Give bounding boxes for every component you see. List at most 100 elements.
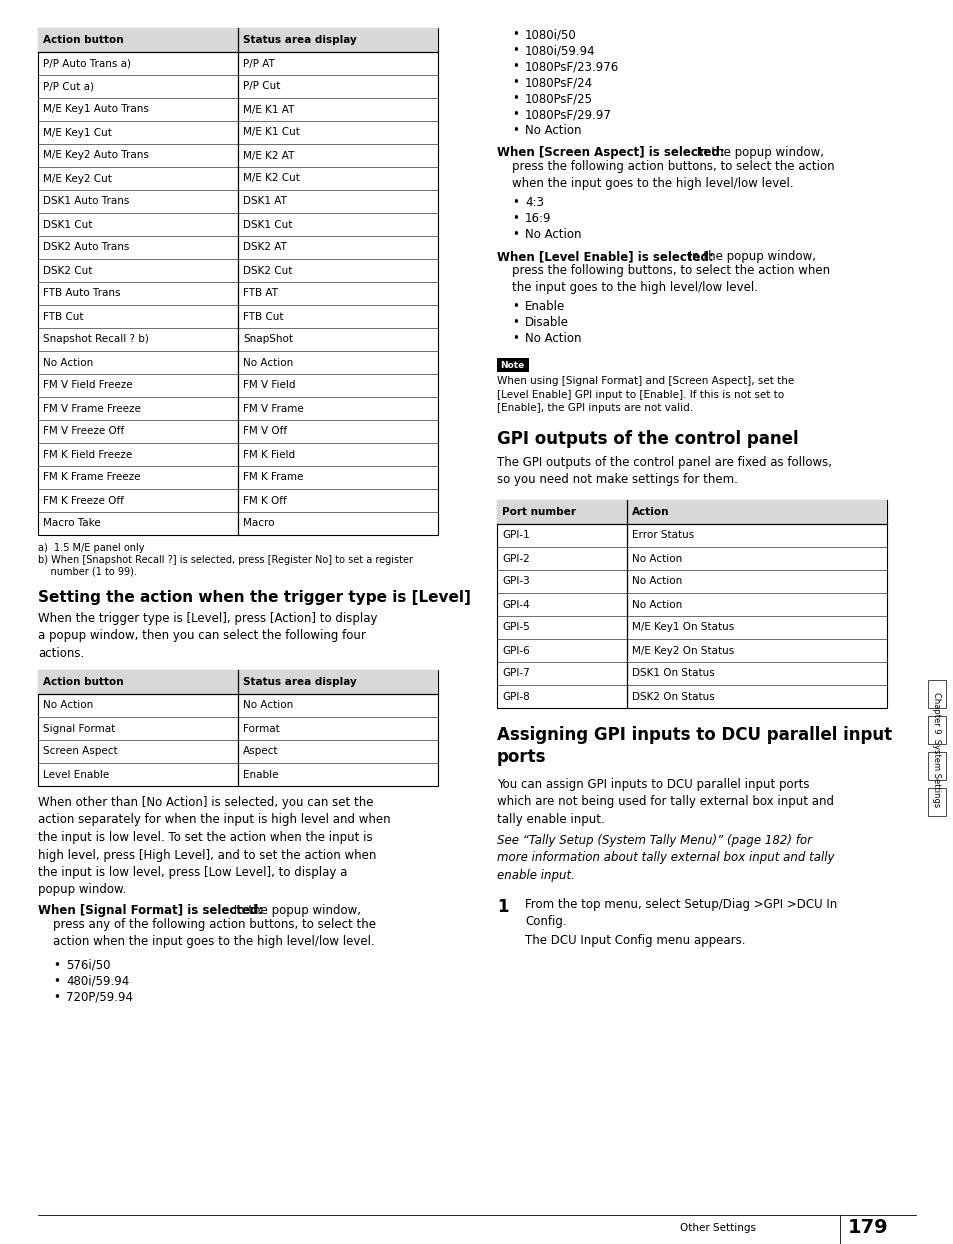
Text: When using [Signal Format] and [Screen Aspect], set the
[Level Enable] GPI input: When using [Signal Format] and [Screen A…: [497, 376, 794, 413]
Text: •: •: [512, 211, 518, 225]
Text: When [Signal Format] is selected:: When [Signal Format] is selected:: [38, 904, 263, 917]
Text: 1: 1: [497, 898, 508, 916]
Text: Action button: Action button: [43, 35, 124, 45]
Text: In the popup window,: In the popup window,: [684, 250, 815, 262]
Text: 179: 179: [847, 1218, 887, 1237]
Text: DSK2 Auto Trans: DSK2 Auto Trans: [43, 243, 130, 253]
Bar: [497, 500, 886, 524]
Text: Note: Note: [499, 361, 524, 369]
Text: press the following action buttons, to select the action
    when the input goes: press the following action buttons, to s…: [497, 160, 834, 190]
Text: FM V Freeze Off: FM V Freeze Off: [43, 427, 124, 437]
Text: No Action: No Action: [631, 554, 681, 564]
Text: The DCU Input Config menu appears.: The DCU Input Config menu appears.: [524, 934, 744, 947]
Text: You can assign GPI inputs to DCU parallel input ports
which are not being used f: You can assign GPI inputs to DCU paralle…: [497, 778, 833, 826]
Bar: [927, 787, 945, 816]
Text: FM V Field: FM V Field: [243, 381, 295, 391]
Text: •: •: [53, 975, 60, 988]
Text: FM K Freeze Off: FM K Freeze Off: [43, 495, 124, 505]
Bar: [38, 29, 437, 52]
Text: GPI-2: GPI-2: [501, 554, 529, 564]
Text: M/E Key1 Cut: M/E Key1 Cut: [43, 127, 112, 138]
Text: No Action: No Action: [243, 700, 293, 710]
Text: FTB Cut: FTB Cut: [43, 311, 84, 321]
Text: DSK2 On Status: DSK2 On Status: [631, 692, 714, 702]
Text: 16:9: 16:9: [524, 211, 551, 225]
Text: P/P Cut: P/P Cut: [243, 82, 280, 92]
Text: GPI-6: GPI-6: [501, 646, 529, 656]
Text: GPI-4: GPI-4: [501, 600, 529, 610]
Text: Aspect: Aspect: [243, 746, 278, 756]
Text: When other than [No Action] is selected, you can set the
action separately for w: When other than [No Action] is selected,…: [38, 796, 390, 897]
Text: In the popup window,: In the popup window,: [692, 146, 823, 159]
Text: •: •: [512, 332, 518, 345]
Text: No Action: No Action: [43, 700, 93, 710]
Text: P/P Cut a): P/P Cut a): [43, 82, 94, 92]
Text: a)  1.5 M/E panel only: a) 1.5 M/E panel only: [38, 542, 144, 554]
Text: No Action: No Action: [43, 357, 93, 367]
Text: FM V Field Freeze: FM V Field Freeze: [43, 381, 132, 391]
Bar: [927, 717, 945, 744]
Text: In the popup window,: In the popup window,: [230, 904, 360, 917]
Text: 1080i/50: 1080i/50: [524, 29, 577, 41]
Text: No Action: No Action: [524, 332, 581, 345]
Text: See “Tally Setup (System Tally Menu)” (page 182) for
more information about tall: See “Tally Setup (System Tally Menu)” (p…: [497, 833, 834, 882]
Text: Macro: Macro: [243, 519, 274, 529]
Text: M/E K1 AT: M/E K1 AT: [243, 104, 294, 114]
Text: •: •: [512, 92, 518, 104]
Text: GPI-7: GPI-7: [501, 668, 529, 678]
Text: •: •: [512, 44, 518, 57]
Text: Status area display: Status area display: [243, 677, 356, 687]
Text: FTB Cut: FTB Cut: [243, 311, 283, 321]
Bar: [927, 753, 945, 780]
Text: 4:3: 4:3: [524, 197, 543, 209]
Text: No Action: No Action: [524, 228, 581, 241]
Text: DSK1 Cut: DSK1 Cut: [43, 219, 92, 229]
Text: Port number: Port number: [501, 508, 576, 518]
Text: FM V Off: FM V Off: [243, 427, 287, 437]
Text: •: •: [512, 300, 518, 313]
Bar: [497, 358, 529, 372]
Text: SnapShot: SnapShot: [243, 335, 293, 345]
Bar: [38, 29, 437, 535]
Text: DSK2 Cut: DSK2 Cut: [43, 265, 92, 275]
Text: Action: Action: [631, 508, 669, 518]
Text: GPI-1: GPI-1: [501, 530, 529, 540]
Text: GPI outputs of the control panel: GPI outputs of the control panel: [497, 430, 798, 448]
Text: M/E K1 Cut: M/E K1 Cut: [243, 127, 299, 138]
Text: GPI-8: GPI-8: [501, 692, 529, 702]
Text: From the top menu, select Setup/Diag >GPI >DCU In
Config.: From the top menu, select Setup/Diag >GP…: [524, 898, 837, 928]
Text: 1080PsF/23.976: 1080PsF/23.976: [524, 60, 618, 73]
Text: 720P/59.94: 720P/59.94: [66, 991, 132, 1004]
Text: Enable: Enable: [243, 770, 278, 780]
Text: M/E Key2 On Status: M/E Key2 On Status: [631, 646, 734, 656]
Text: Assigning GPI inputs to DCU parallel input
ports: Assigning GPI inputs to DCU parallel inp…: [497, 726, 891, 766]
Text: 576i/50: 576i/50: [66, 959, 111, 972]
Text: FM K Frame: FM K Frame: [243, 473, 303, 483]
Bar: [38, 671, 437, 786]
Text: GPI-3: GPI-3: [501, 576, 529, 586]
Text: Other Settings: Other Settings: [679, 1223, 755, 1233]
Text: FM K Field Freeze: FM K Field Freeze: [43, 449, 132, 459]
Text: •: •: [512, 124, 518, 137]
Bar: [38, 671, 437, 694]
Text: •: •: [512, 76, 518, 90]
Bar: [497, 500, 886, 708]
Text: •: •: [512, 29, 518, 41]
Text: M/E Key1 On Status: M/E Key1 On Status: [631, 622, 734, 632]
Text: Chapter 9  System Settings: Chapter 9 System Settings: [931, 693, 941, 807]
Text: M/E Key2 Auto Trans: M/E Key2 Auto Trans: [43, 151, 149, 160]
Text: FTB Auto Trans: FTB Auto Trans: [43, 289, 120, 299]
Text: M/E Key2 Cut: M/E Key2 Cut: [43, 173, 112, 184]
Text: DSK2 AT: DSK2 AT: [243, 243, 287, 253]
Text: Status area display: Status area display: [243, 35, 356, 45]
Text: 1080PsF/29.97: 1080PsF/29.97: [524, 108, 611, 121]
Text: When [Level Enable] is selected:: When [Level Enable] is selected:: [497, 250, 713, 262]
Text: 1080PsF/25: 1080PsF/25: [524, 92, 593, 104]
Text: Snapshot Recall ? b): Snapshot Recall ? b): [43, 335, 149, 345]
Text: •: •: [512, 108, 518, 121]
Text: DSK2 Cut: DSK2 Cut: [243, 265, 292, 275]
Text: M/E K2 AT: M/E K2 AT: [243, 151, 294, 160]
Text: DSK1 Auto Trans: DSK1 Auto Trans: [43, 197, 130, 207]
Text: •: •: [512, 228, 518, 241]
Text: When the trigger type is [Level], press [Action] to display
a popup window, then: When the trigger type is [Level], press …: [38, 612, 377, 661]
